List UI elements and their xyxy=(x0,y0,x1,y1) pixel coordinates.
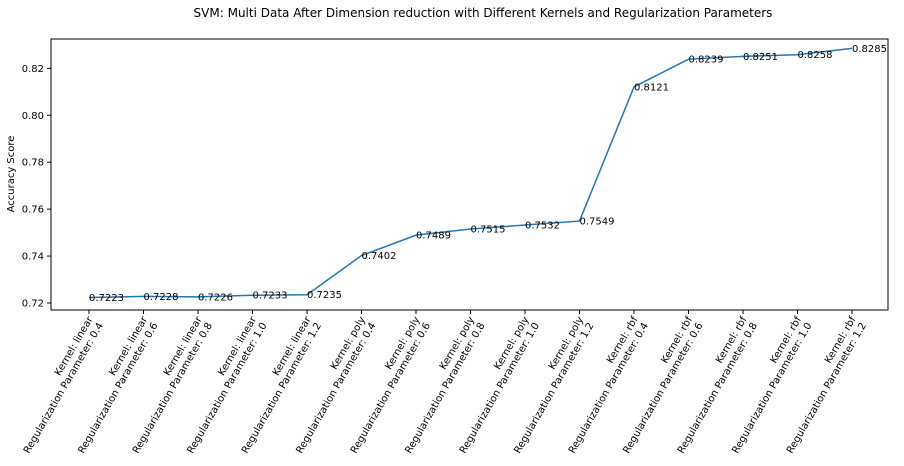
data-label: 0.8285 xyxy=(852,44,887,55)
data-label: 0.8239 xyxy=(689,55,724,66)
data-label: 0.7402 xyxy=(362,251,397,262)
y-axis-ticks: 0.72 0.74 0.76 0.78 0.80 0.82 xyxy=(22,64,51,309)
y-axis-label: Accuracy Score xyxy=(6,136,17,213)
data-label: 0.7489 xyxy=(416,231,451,242)
data-labels: 0.7223 0.7228 0.7226 0.7233 0.7235 0.7402 0.74… xyxy=(89,44,887,304)
y-tick-label: 0.80 xyxy=(22,111,44,122)
data-label: 0.7532 xyxy=(525,221,560,232)
data-label: 0.7233 xyxy=(253,291,288,302)
data-label: 0.8121 xyxy=(634,82,669,93)
y-tick-label: 0.82 xyxy=(22,64,44,75)
x-axis-ticks: Kernel: linearRegularization Parameter: … xyxy=(22,310,869,456)
y-tick-label: 0.78 xyxy=(22,158,44,169)
accuracy-line xyxy=(88,47,853,299)
data-label: 0.7515 xyxy=(471,225,506,236)
data-label: 0.7549 xyxy=(580,217,615,228)
y-tick-label: 0.72 xyxy=(22,298,44,309)
data-label: 0.7228 xyxy=(144,292,179,303)
data-label: 0.7226 xyxy=(198,292,233,303)
data-label: 0.7223 xyxy=(89,293,124,304)
y-tick-label: 0.74 xyxy=(22,252,44,263)
data-label: 0.8258 xyxy=(798,50,833,61)
chart-title: SVM: Multi Data After Dimension reductio… xyxy=(194,6,773,20)
plot-area xyxy=(50,38,889,311)
data-label: 0.8251 xyxy=(743,52,778,63)
data-label: 0.7235 xyxy=(307,290,342,301)
y-tick-label: 0.76 xyxy=(22,205,44,216)
